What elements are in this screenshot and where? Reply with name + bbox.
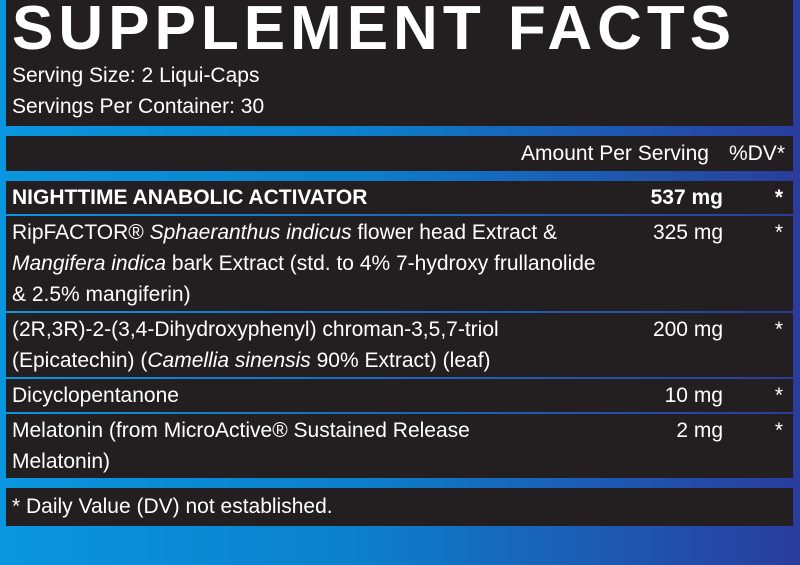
ingredient-dv: * (774, 419, 783, 442)
ingredient-dv: * (774, 186, 783, 209)
ingredient-name: (2R,3R)-2-(3,4-Dihydroxyphenyl) chroman-… (12, 318, 499, 372)
row-divider (6, 311, 793, 313)
ingredient-amount: 200 mg (652, 318, 723, 341)
servings-per-container: Servings Per Container: 30 (12, 95, 265, 118)
ingredient-row: RipFACTOR® Sphaeranthus indicus flower h… (6, 216, 793, 311)
ingredient-row: Melatonin (from MicroActive® Sustained R… (6, 414, 793, 478)
ingredient-name: NIGHTTIME ANABOLIC ACTIVATOR (12, 186, 368, 209)
header-panel: SUPPLEMENT FACTS Serving Size: 2 Liqui-C… (6, 0, 793, 126)
dv-header: %DV* (728, 142, 785, 165)
ingredient-row: Dicyclopentanone 10 mg * (6, 379, 793, 412)
footnote-panel: * Daily Value (DV) not established. (6, 488, 793, 526)
ingredient-amount: 537 mg (650, 186, 723, 209)
ingredient-dv: * (774, 221, 783, 244)
ingredient-dv: * (774, 384, 783, 407)
label-title: SUPPLEMENT FACTS (12, 0, 737, 63)
ingredient-amount: 2 mg (676, 419, 723, 442)
ingredient-dv: * (774, 318, 783, 341)
row-divider (6, 412, 793, 414)
ingredient-amount: 325 mg (652, 221, 723, 244)
ingredient-name: Dicyclopentanone (12, 384, 179, 407)
ingredient-row: NIGHTTIME ANABOLIC ACTIVATOR 537 mg * (6, 181, 793, 214)
ingredients-panel: NIGHTTIME ANABOLIC ACTIVATOR 537 mg * Ri… (6, 181, 793, 478)
ingredient-name: RipFACTOR® Sphaeranthus indicus flower h… (12, 221, 596, 306)
serving-size: Serving Size: 2 Liqui-Caps (12, 64, 260, 87)
row-divider (6, 377, 793, 379)
amount-header: Amount Per Serving (521, 142, 709, 165)
row-divider (6, 214, 793, 216)
ingredient-row: (2R,3R)-2-(3,4-Dihydroxyphenyl) chroman-… (6, 313, 793, 377)
column-header-panel: Amount Per Serving %DV* (6, 136, 793, 171)
footnote: * Daily Value (DV) not established. (12, 495, 333, 518)
ingredient-amount: 10 mg (664, 384, 723, 407)
ingredient-name: Melatonin (from MicroActive® Sustained R… (12, 419, 470, 473)
